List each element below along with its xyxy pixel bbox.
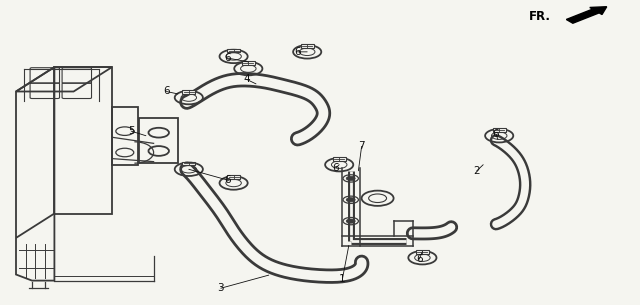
- FancyArrow shape: [566, 7, 607, 23]
- Bar: [227, 49, 240, 52]
- Text: 1: 1: [339, 274, 346, 284]
- Text: 2: 2: [474, 166, 480, 176]
- Text: 5: 5: [128, 126, 134, 136]
- Circle shape: [346, 219, 355, 223]
- Text: 3: 3: [218, 283, 224, 293]
- Bar: [301, 44, 314, 48]
- Text: 6: 6: [416, 254, 422, 264]
- Bar: [227, 175, 240, 179]
- Bar: [333, 157, 346, 161]
- Text: 4: 4: [243, 74, 250, 84]
- Bar: [493, 128, 506, 132]
- Text: 7: 7: [358, 142, 365, 151]
- Circle shape: [346, 198, 355, 202]
- Bar: [416, 250, 429, 254]
- Bar: [182, 162, 195, 165]
- Text: 6: 6: [333, 163, 339, 173]
- Text: 6: 6: [224, 53, 230, 63]
- Text: 6: 6: [493, 129, 499, 139]
- Text: 6: 6: [294, 47, 301, 57]
- Text: 6: 6: [163, 87, 170, 96]
- Circle shape: [346, 176, 355, 181]
- Bar: [182, 90, 195, 94]
- Bar: [242, 61, 255, 65]
- Text: 6: 6: [224, 175, 230, 185]
- Text: FR.: FR.: [529, 10, 550, 23]
